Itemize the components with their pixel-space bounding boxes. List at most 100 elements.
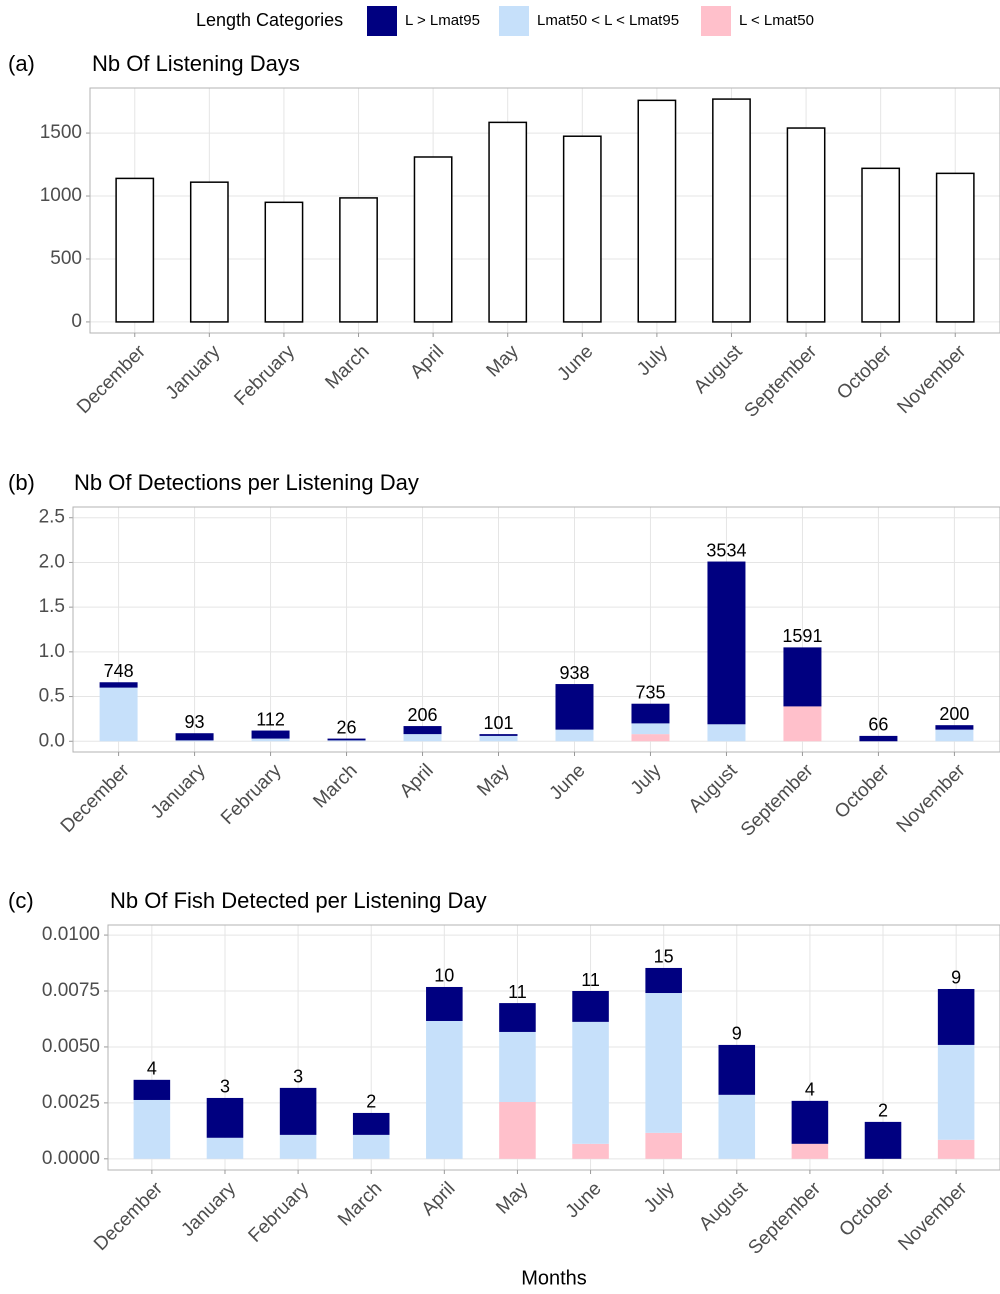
total-label: 9 bbox=[732, 1024, 742, 1044]
total-label: 748 bbox=[104, 661, 134, 681]
bar-segment bbox=[645, 993, 682, 1133]
total-label: 3534 bbox=[706, 540, 746, 560]
panel-border bbox=[89, 87, 1000, 334]
x-tick-label: September bbox=[744, 1178, 825, 1259]
bar-segment bbox=[645, 967, 682, 994]
bar-segment bbox=[403, 734, 442, 742]
bar-segment bbox=[937, 1139, 975, 1159]
bar-segment bbox=[631, 734, 670, 742]
x-tick-label: August bbox=[685, 760, 742, 817]
bar-segment bbox=[631, 723, 670, 735]
bar-segment bbox=[783, 706, 822, 742]
y-tick-label: 0.0 bbox=[39, 730, 65, 751]
total-label: 101 bbox=[483, 713, 513, 733]
bar-segment bbox=[783, 647, 822, 707]
bar-segment bbox=[479, 735, 518, 742]
total-label: 4 bbox=[147, 1059, 157, 1079]
x-axis-label: Months bbox=[521, 1267, 587, 1289]
bar-segment bbox=[133, 1079, 171, 1100]
y-tick-label: 1.5 bbox=[39, 596, 65, 617]
y-tick-label: 0.5 bbox=[39, 686, 65, 707]
bar-segment bbox=[859, 735, 898, 742]
bar bbox=[264, 201, 304, 323]
x-tick-label: December bbox=[73, 341, 150, 418]
bar-segment bbox=[251, 730, 290, 739]
bar-segment bbox=[791, 1100, 829, 1144]
x-tick-label: February bbox=[245, 1178, 314, 1247]
total-label: 735 bbox=[635, 682, 665, 702]
legend-title: Length Categories bbox=[196, 10, 343, 30]
total-label: 938 bbox=[559, 663, 589, 683]
panel-border bbox=[72, 506, 1000, 753]
bar-segment bbox=[426, 986, 463, 1021]
bar-segment bbox=[937, 1044, 975, 1140]
bar-segment bbox=[572, 1143, 609, 1159]
y-tick-label: 0.0025 bbox=[42, 1092, 100, 1113]
x-tick-label: January bbox=[177, 1178, 240, 1241]
total-label: 15 bbox=[654, 947, 674, 967]
legend-swatch bbox=[499, 6, 529, 36]
bar-segment bbox=[251, 738, 290, 742]
bar-segment bbox=[175, 733, 214, 741]
bar-segment bbox=[937, 988, 975, 1045]
bar-segment bbox=[718, 1044, 756, 1095]
y-tick-label: 0.0000 bbox=[42, 1148, 100, 1169]
bar-segment bbox=[555, 684, 594, 730]
legend-swatch bbox=[701, 6, 731, 36]
legend-label: L > Lmat95 bbox=[405, 12, 480, 29]
bar-segment bbox=[206, 1137, 244, 1159]
y-tick-label: 1500 bbox=[40, 122, 82, 143]
bar-segment bbox=[175, 740, 214, 742]
bar bbox=[413, 156, 453, 323]
bar-segment bbox=[352, 1134, 390, 1159]
bar-segment bbox=[631, 703, 670, 724]
x-tick-label: March bbox=[334, 1178, 386, 1230]
x-tick-label: May bbox=[483, 341, 524, 382]
x-tick-label: October bbox=[833, 341, 896, 404]
x-tick-label: April bbox=[418, 1178, 460, 1220]
x-tick-label: June bbox=[562, 1178, 606, 1222]
total-label: 10 bbox=[434, 966, 454, 986]
bar bbox=[861, 167, 901, 323]
bar bbox=[189, 181, 229, 323]
legend-label: L < Lmat50 bbox=[739, 12, 814, 29]
bar bbox=[935, 172, 975, 323]
total-label: 112 bbox=[256, 709, 285, 729]
legend-swatch bbox=[367, 6, 397, 36]
bar-segment bbox=[864, 1121, 902, 1159]
x-tick-label: May bbox=[492, 1178, 533, 1219]
x-tick-label: June bbox=[553, 341, 597, 385]
panel-border bbox=[107, 924, 1000, 1171]
bar-segment bbox=[935, 725, 974, 730]
total-label: 11 bbox=[508, 982, 527, 1002]
bar-segment bbox=[133, 1099, 171, 1159]
bar-segment bbox=[645, 1132, 682, 1159]
x-tick-label: December bbox=[90, 1178, 167, 1255]
total-label: 3 bbox=[293, 1067, 303, 1087]
bar-segment bbox=[279, 1134, 317, 1159]
total-label: 2 bbox=[878, 1101, 888, 1121]
x-tick-label: February bbox=[230, 341, 299, 410]
bar-segment bbox=[279, 1087, 317, 1135]
total-label: 2 bbox=[366, 1092, 376, 1112]
bar-segment bbox=[327, 740, 366, 742]
x-tick-label: December bbox=[57, 760, 134, 837]
x-tick-label: November bbox=[893, 760, 970, 837]
panel-title: Nb Of Listening Days bbox=[92, 51, 300, 76]
x-tick-label: January bbox=[147, 760, 210, 823]
bar bbox=[562, 135, 602, 323]
bar-segment bbox=[479, 734, 518, 736]
panel-tag: (a) bbox=[8, 51, 35, 76]
bar-segment bbox=[791, 1143, 829, 1159]
bar-segment bbox=[572, 1021, 609, 1144]
x-tick-label: May bbox=[473, 760, 514, 801]
legend-label: Lmat50 < L < Lmat95 bbox=[537, 12, 679, 29]
y-tick-label: 0.0075 bbox=[42, 980, 100, 1001]
bar-segment bbox=[707, 724, 746, 742]
x-tick-label: August bbox=[695, 1178, 752, 1235]
x-tick-label: February bbox=[217, 760, 286, 829]
y-tick-label: 1000 bbox=[40, 185, 82, 206]
bar bbox=[637, 99, 677, 323]
